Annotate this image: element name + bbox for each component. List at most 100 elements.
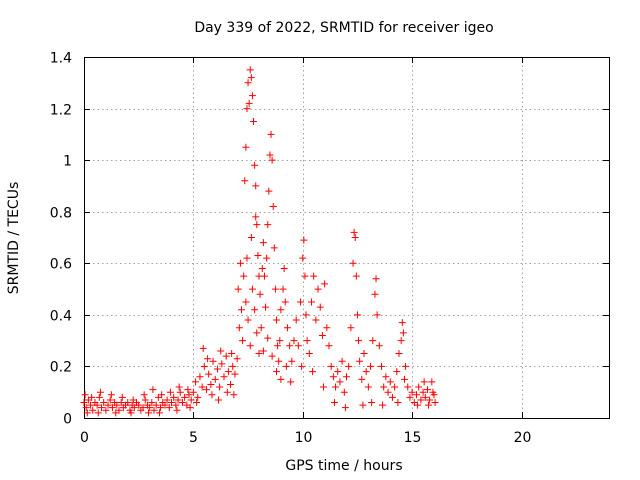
- data-point: [194, 393, 202, 401]
- data-point: [211, 375, 219, 383]
- data-point: [276, 337, 284, 345]
- data-point: [300, 236, 308, 244]
- data-point: [264, 221, 272, 229]
- data-point: [218, 360, 226, 368]
- data-point: [252, 213, 260, 221]
- data-point: [186, 404, 194, 412]
- data-point: [338, 357, 346, 365]
- data-point: [145, 409, 153, 417]
- data-point: [340, 388, 348, 396]
- data-point: [150, 406, 158, 414]
- data-point: [386, 378, 394, 386]
- y-tick-label: 1.4: [50, 51, 72, 67]
- data-point: [423, 386, 431, 394]
- data-point: [241, 177, 249, 185]
- data-point: [368, 399, 376, 407]
- data-point: [130, 404, 138, 412]
- data-point: [267, 130, 275, 138]
- data-point: [176, 388, 184, 396]
- data-point: [246, 342, 254, 350]
- data-point: [207, 380, 215, 388]
- data-point: [213, 365, 221, 373]
- data-point: [320, 383, 328, 391]
- data-point: [379, 401, 387, 409]
- data-point: [262, 303, 270, 311]
- data-point: [227, 380, 235, 388]
- data-point: [414, 401, 422, 409]
- data-point: [248, 285, 256, 293]
- data-point: [242, 298, 250, 306]
- data-point: [199, 344, 207, 352]
- data-point: [431, 399, 439, 407]
- data-point: [264, 334, 272, 342]
- data-point: [332, 383, 340, 391]
- data-point: [238, 306, 245, 314]
- data-point: [228, 350, 236, 358]
- data-point: [308, 298, 315, 306]
- data-point: [124, 399, 132, 407]
- data-point: [82, 404, 90, 412]
- data-point: [140, 391, 148, 399]
- data-point: [240, 272, 248, 280]
- data-point: [146, 404, 154, 412]
- axis-ticks: [84, 57, 609, 419]
- x-tick-label: 10: [295, 430, 313, 446]
- data-point: [223, 388, 231, 396]
- data-point: [362, 368, 370, 376]
- data-point: [279, 285, 287, 293]
- data-point: [208, 391, 216, 399]
- data-point: [244, 79, 252, 87]
- data-point: [108, 404, 116, 412]
- grid-lines: [84, 57, 609, 418]
- data-point: [275, 357, 283, 365]
- data-point: [247, 234, 255, 241]
- data-point: [415, 383, 423, 391]
- data-point: [369, 337, 377, 345]
- data-point: [112, 409, 120, 417]
- y-tick-label: 0.6: [50, 257, 72, 273]
- data-point: [425, 401, 433, 409]
- data-point: [429, 388, 437, 396]
- plot-frame: [84, 57, 610, 419]
- data-point: [235, 324, 243, 332]
- data-point: [139, 404, 147, 412]
- data-point: [282, 362, 290, 370]
- data-point: [217, 347, 225, 355]
- x-tick-label: 5: [189, 430, 198, 446]
- data-point: [371, 290, 379, 298]
- data-point: [398, 319, 406, 327]
- data-point: [266, 151, 274, 159]
- data-point: [364, 383, 372, 391]
- data-point: [254, 252, 262, 260]
- data-point: [257, 324, 265, 332]
- data-point: [290, 337, 298, 345]
- data-point: [372, 275, 380, 283]
- data-point: [149, 386, 157, 394]
- data-point: [345, 362, 353, 370]
- data-point: [222, 352, 230, 360]
- data-point: [375, 342, 383, 350]
- data-point: [356, 357, 364, 365]
- data-point: [248, 92, 256, 100]
- data-point: [205, 370, 213, 378]
- data-point: [260, 272, 268, 280]
- data-point: [81, 391, 89, 399]
- data-point: [80, 399, 88, 407]
- x-tick-label: 0: [80, 430, 89, 446]
- data-point: [256, 290, 264, 298]
- data-point: [408, 388, 416, 396]
- data-point: [343, 373, 350, 381]
- data-point: [391, 383, 399, 391]
- data-point: [98, 404, 105, 412]
- data-point: [269, 203, 277, 211]
- data-point: [273, 316, 280, 324]
- data-point: [406, 393, 414, 401]
- data-point: [286, 342, 294, 350]
- data-point: [359, 401, 367, 409]
- data-point: [273, 368, 280, 376]
- y-tick-label: 0.2: [50, 360, 72, 376]
- data-point: [394, 399, 402, 407]
- data-point: [158, 391, 166, 399]
- data-point: [259, 347, 267, 355]
- data-point: [117, 399, 125, 407]
